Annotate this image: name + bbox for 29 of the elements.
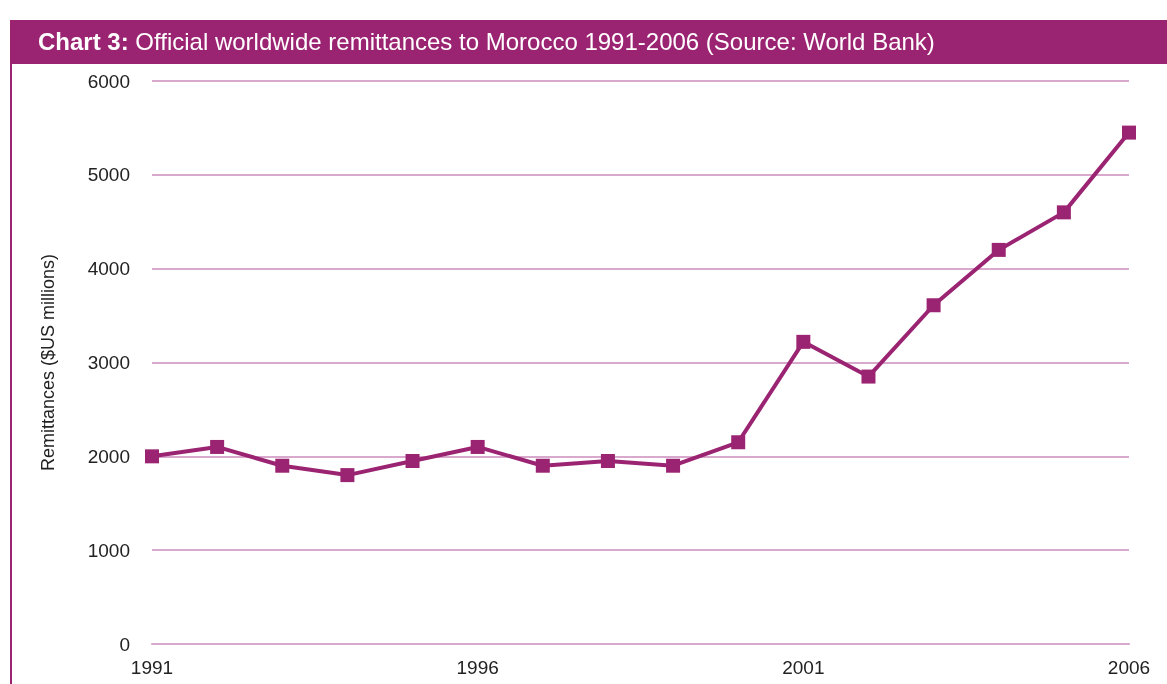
point: [1056, 205, 1071, 220]
y-tick-label: 4000: [87, 258, 130, 280]
x-tick-label: 1991: [130, 657, 174, 678]
point: [861, 369, 876, 384]
point: [340, 468, 355, 483]
point: [535, 458, 550, 473]
point: [145, 449, 159, 464]
point: [600, 454, 615, 469]
point: [1122, 125, 1136, 140]
x-tick-label: 2006: [1107, 657, 1151, 678]
y-tick-label: 6000: [87, 70, 130, 92]
y-tick-label: 0: [119, 633, 130, 655]
point: [275, 458, 290, 473]
point: [796, 334, 811, 349]
x-tick-label: 2001: [782, 657, 825, 678]
y-axis-title: Remittances ($US millions): [38, 253, 58, 472]
point: [470, 439, 485, 454]
y-tick-label: 3000: [87, 352, 130, 373]
y-tick-label: 5000: [87, 164, 130, 186]
point: [405, 454, 420, 469]
point: [731, 435, 746, 450]
point: [926, 298, 941, 313]
chart-title: Chart 3: Official worldwide remittances to Morocco 1991-2006 (Source: World Bank): [12, 20, 1167, 64]
x-tick-label: 1996: [456, 657, 499, 678]
point: [666, 458, 681, 473]
point: [991, 242, 1006, 257]
point: [210, 439, 225, 454]
y-tick-label: 2000: [87, 445, 130, 467]
y-tick-label: 1000: [87, 539, 130, 561]
